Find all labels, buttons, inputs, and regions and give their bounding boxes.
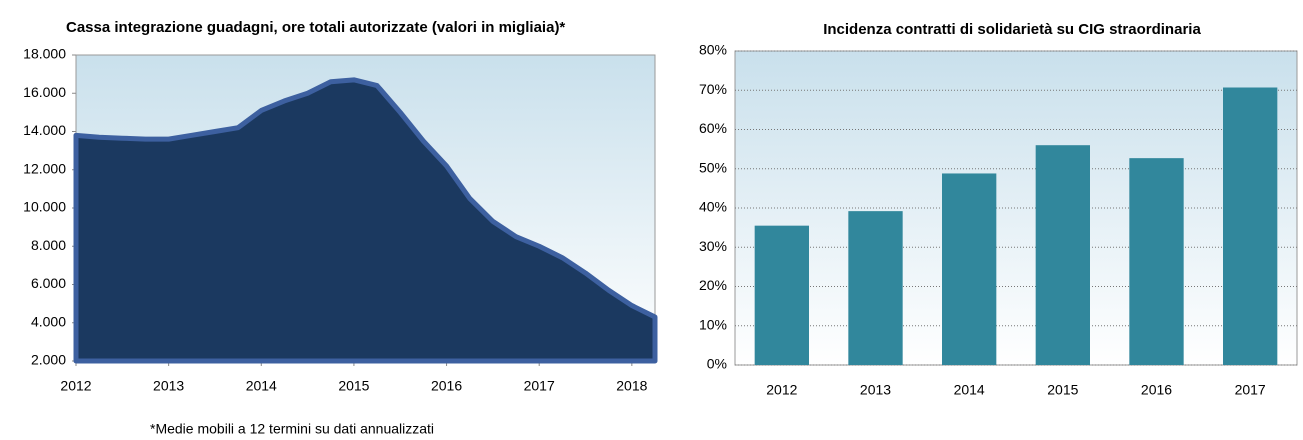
y-tick-label: 14.000: [23, 122, 66, 138]
x-tick-label: 2013: [153, 378, 184, 394]
x-tick-label: 2014: [246, 378, 277, 394]
y-tick-label: 6.000: [31, 275, 66, 291]
y-tick-label: 60%: [699, 120, 727, 136]
bar: [848, 211, 903, 365]
y-tick-label: 80%: [699, 42, 727, 58]
y-tick-label: 70%: [699, 81, 727, 97]
x-tick-label: 2015: [338, 378, 369, 394]
y-tick-label: 16.000: [23, 84, 66, 100]
x-tick-label: 2014: [954, 382, 985, 398]
y-tick-label: 50%: [699, 159, 727, 175]
bar: [1035, 145, 1090, 365]
x-tick-label: 2016: [1141, 382, 1172, 398]
x-tick-label: 2012: [60, 378, 91, 394]
x-tick-label: 2012: [766, 382, 797, 398]
y-tick-label: 10%: [699, 316, 727, 332]
y-tick-label: 10.000: [23, 199, 66, 215]
bar: [1129, 158, 1184, 365]
bar: [1223, 87, 1278, 365]
y-tick-label: 30%: [699, 238, 727, 254]
y-tick-label: 12.000: [23, 160, 66, 176]
y-tick-label: 4.000: [31, 313, 66, 329]
chart-title: Cassa integrazione guadagni, ore totali …: [66, 19, 565, 36]
x-tick-label: 2018: [616, 378, 647, 394]
y-tick-label: 2.000: [31, 352, 66, 368]
footnote: *Medie mobili a 12 termini su dati annua…: [150, 421, 434, 437]
bar: [754, 225, 809, 365]
y-tick-label: 40%: [699, 199, 727, 215]
bar: [942, 173, 997, 365]
y-tick-label: 0%: [707, 356, 727, 372]
y-tick-label: 20%: [699, 277, 727, 293]
y-tick-label: 8.000: [31, 237, 66, 253]
x-tick-label: 2015: [1047, 382, 1078, 398]
chart-title: Incidenza contratti di solidarietà su CI…: [823, 21, 1201, 38]
y-tick-label: 18.000: [23, 46, 66, 62]
x-tick-label: 2017: [524, 378, 555, 394]
x-tick-label: 2017: [1235, 382, 1266, 398]
x-tick-label: 2013: [860, 382, 891, 398]
x-tick-label: 2016: [431, 378, 462, 394]
area: [73, 77, 658, 364]
